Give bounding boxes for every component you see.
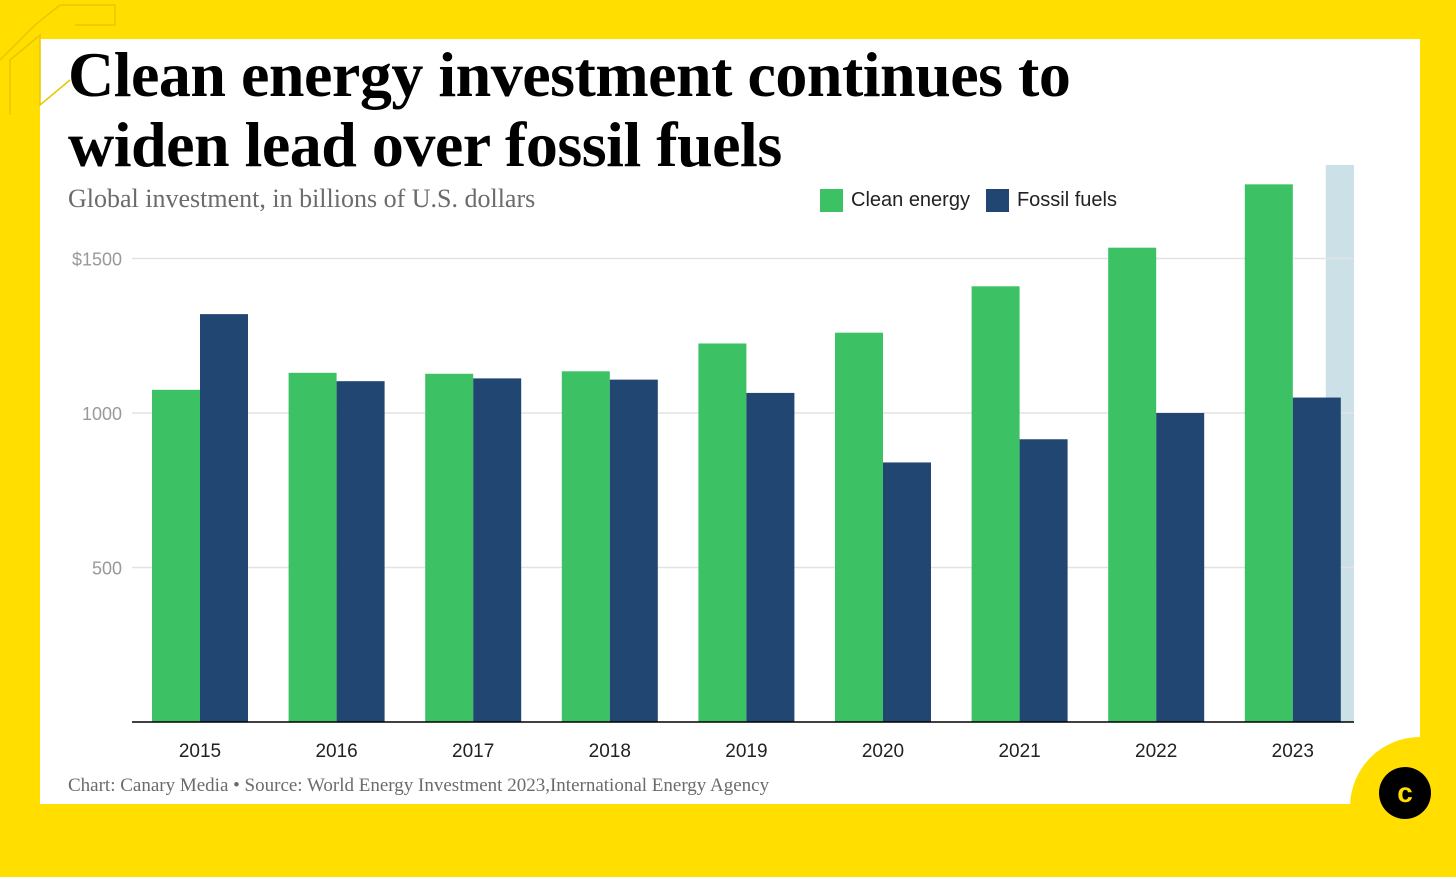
x-tick-label-2022: 2022 <box>1135 741 1177 762</box>
bar-fossil-fuels-2019 <box>746 392 795 722</box>
legend-swatch-fossil-fuels <box>985 189 1009 212</box>
bar-fossil-fuels-2015 <box>200 314 248 722</box>
decorative-arrow-outline <box>0 4 116 115</box>
legend-swatch-clean-energy <box>820 189 843 212</box>
bar-clean-energy-2016 <box>288 372 337 722</box>
chart-source-credit: Chart: Canary Media • Source: World Ener… <box>68 775 770 796</box>
bar-fossil-fuels-2023 <box>1292 397 1341 722</box>
page-background: 500 1000 $1500 2015 2016 2017 2018 2019 2020 2021… <box>0 4 1431 819</box>
x-tick-label-2023: 2023 <box>1272 741 1314 762</box>
bar-clean-energy-2021 <box>971 286 1020 722</box>
chart-subtitle: Global investment, in billions of U.S. d… <box>68 184 536 213</box>
legend-item-clean-energy: Clean energy <box>820 189 970 212</box>
bar-clean-energy-2023 <box>1244 184 1293 723</box>
bar-fossil-fuels-2021 <box>1019 439 1068 722</box>
x-tick-label-2016: 2016 <box>315 741 357 762</box>
bar-clean-energy-2019 <box>698 343 747 722</box>
bar-fossil-fuels-2018 <box>609 379 658 722</box>
x-tick-label-2020: 2020 <box>862 741 904 762</box>
bar-clean-energy-2017 <box>425 373 474 722</box>
canary-media-logo: c <box>1379 767 1431 819</box>
legend-label-fossil-fuels: Fossil fuels <box>1016 189 1117 211</box>
y-tick-label-1000: 1000 <box>82 404 122 424</box>
x-tick-label-2015: 2015 <box>179 741 221 762</box>
x-tick-label-2017: 2017 <box>452 741 494 762</box>
chart-legend: Clean energy Fossil fuels <box>820 189 1133 212</box>
x-tick-label-2018: 2018 <box>589 741 631 762</box>
bar-chart: 500 1000 $1500 2015 2016 2017 2018 2019 2020 2021… <box>72 165 1354 762</box>
bar-fossil-fuels-2017 <box>473 378 522 722</box>
chart-title: Clean energy investment continues to wid… <box>68 39 1071 180</box>
bar-clean-energy-2022 <box>1108 247 1157 722</box>
x-tick-label-2019: 2019 <box>725 741 767 762</box>
legend-label-clean-energy: Clean energy <box>851 189 970 211</box>
legend-item-fossil-fuels: Fossil fuels <box>985 189 1117 212</box>
bar-fossil-fuels-2020 <box>883 462 931 722</box>
bar-fossil-fuels-2016 <box>336 381 385 722</box>
bar-clean-energy-2020 <box>835 332 883 722</box>
bar-clean-energy-2015 <box>152 389 200 722</box>
bar-fossil-fuels-2022 <box>1156 413 1205 722</box>
x-tick-label-2021: 2021 <box>998 741 1040 762</box>
y-tick-label-500: 500 <box>92 559 122 579</box>
bar-clean-energy-2018 <box>561 371 610 722</box>
y-tick-label-1500: $1500 <box>72 250 122 270</box>
